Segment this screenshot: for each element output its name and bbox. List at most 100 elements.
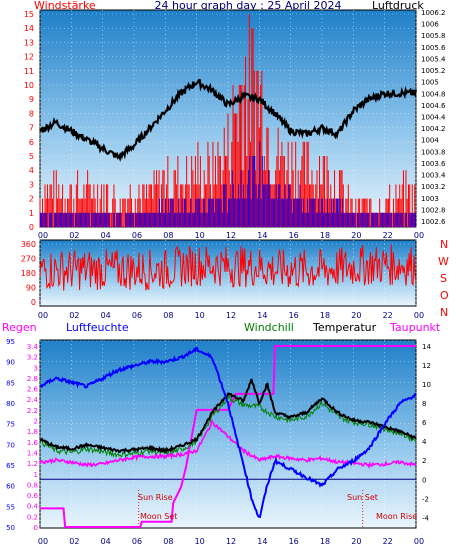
temperature-label: Temperatur bbox=[312, 321, 377, 334]
sun-rise-annotation: Sun Rise bbox=[138, 493, 173, 502]
compass-o: O bbox=[440, 289, 449, 302]
dewpoint-line bbox=[39, 419, 417, 470]
wind-tick-label: 12 bbox=[24, 53, 34, 62]
pressure-tick-label: 1004.2 bbox=[421, 125, 446, 133]
pressure-tick-label: 1005.2 bbox=[421, 67, 446, 75]
rain-tick-label: 0.4 bbox=[27, 503, 39, 511]
pressure-tick-label: 1006.2 bbox=[421, 9, 446, 17]
rain-tick-label: 2.6 bbox=[27, 386, 39, 394]
x-tick-label: 02 bbox=[69, 231, 79, 240]
x-tick-label: 06 bbox=[132, 537, 142, 546]
rain-tick-label: 3.2 bbox=[27, 354, 38, 362]
rain-tick-label: 1.2 bbox=[27, 460, 38, 468]
pressure-tick-label: 1002.6 bbox=[421, 218, 446, 226]
temperature-line bbox=[39, 378, 417, 455]
pressure-tick-label: 1004 bbox=[421, 137, 439, 145]
rain-tick-label: 2.4 bbox=[27, 396, 39, 404]
wind-tick-label: 7 bbox=[29, 124, 34, 133]
temperature-tick-label: 6 bbox=[422, 419, 427, 427]
temperature-tick-label: 4 bbox=[422, 438, 427, 446]
compass-labels: N W S O N bbox=[438, 238, 449, 319]
pressure-tick-label: 1002.8 bbox=[421, 206, 446, 214]
rain-tick-label: 2.8 bbox=[27, 375, 38, 383]
rain-tick-label: 0.2 bbox=[27, 513, 38, 521]
direction-tick-label: 360 bbox=[21, 240, 36, 249]
pressure-tick-label: 1004.8 bbox=[421, 90, 446, 98]
pressure-label: Luftdruck bbox=[372, 0, 424, 12]
rain-tick-label: 1.8 bbox=[27, 428, 38, 436]
x-tick-label: 00 bbox=[38, 311, 48, 320]
x-tick-label: 06 bbox=[132, 231, 142, 240]
rain-label: Regen bbox=[2, 321, 37, 334]
wind-direction-plot bbox=[39, 244, 417, 291]
x-tick-label: 16 bbox=[289, 311, 299, 320]
pressure-tick-label: 1004.4 bbox=[421, 114, 446, 122]
x-tick-label: 00 bbox=[414, 311, 424, 320]
moon-set-annotation: Moon Set bbox=[140, 512, 177, 521]
humidity-tick-label: 60 bbox=[6, 483, 15, 491]
pressure-tick-label: 1005.4 bbox=[421, 55, 446, 63]
x-tick-label: 10 bbox=[195, 311, 205, 320]
x-tick-label: 08 bbox=[163, 231, 173, 240]
rain-tick-label: 3.4 bbox=[27, 343, 39, 351]
x-tick-label: 14 bbox=[257, 537, 267, 546]
humidity-tick-label: 75 bbox=[6, 421, 15, 429]
direction-tick-label: 180 bbox=[21, 269, 36, 278]
compass-n-top: N bbox=[440, 238, 448, 251]
dewpoint-label: Taupunkt bbox=[389, 321, 441, 334]
direction-tick-label: 0 bbox=[31, 298, 36, 307]
wind-tick-label: 15 bbox=[24, 10, 34, 19]
compass-n-bottom: N bbox=[440, 306, 448, 319]
rain-tick-label: 0 bbox=[34, 524, 38, 532]
rain-tick-label: 0.8 bbox=[27, 481, 38, 489]
humidity-tick-label: 65 bbox=[6, 462, 15, 470]
wind-pressure-plot bbox=[39, 14, 418, 227]
wind-tick-label: 13 bbox=[24, 38, 34, 47]
x-tick-label: 06 bbox=[132, 311, 142, 320]
wind-tick-label: 5 bbox=[29, 152, 34, 161]
x-tick-label: 00 bbox=[414, 537, 424, 546]
pressure-tick-label: 1003.2 bbox=[421, 183, 446, 191]
humidity-tick-label: 85 bbox=[6, 379, 15, 387]
temperature-tick-label: 8 bbox=[422, 400, 426, 408]
wind-strength-label: Windstärke bbox=[34, 0, 96, 12]
x-tick-label: 14 bbox=[257, 311, 267, 320]
x-tick-label: 04 bbox=[101, 231, 111, 240]
wind-direction-line bbox=[39, 244, 417, 291]
x-tick-label: 18 bbox=[320, 311, 330, 320]
x-tick-label: 08 bbox=[163, 537, 173, 546]
temperature-tick-label: 10 bbox=[422, 381, 431, 389]
compass-w: W bbox=[438, 255, 449, 268]
rain-tick-label: 1 bbox=[34, 471, 38, 479]
rain-tick-label: 1.6 bbox=[27, 439, 39, 447]
humidity-line bbox=[39, 347, 417, 518]
x-tick-label: 18 bbox=[320, 537, 330, 546]
x-tick-label: 00 bbox=[414, 231, 424, 240]
x-tick-label: 12 bbox=[226, 537, 236, 546]
humidity-tick-label: 50 bbox=[6, 524, 15, 532]
x-tick-label: 18 bbox=[320, 231, 330, 240]
rain-tick-label: 3 bbox=[34, 364, 38, 372]
x-tick-label: 00 bbox=[38, 231, 48, 240]
windchill-label: Windchill bbox=[244, 321, 294, 334]
temperature-tick-label: -2 bbox=[422, 495, 429, 503]
humidity-tick-label: 70 bbox=[6, 441, 15, 449]
humidity-label: Luftfeuchte bbox=[66, 321, 129, 334]
x-tick-label: 04 bbox=[101, 311, 111, 320]
x-tick-label: 16 bbox=[289, 231, 299, 240]
x-tick-label: 16 bbox=[289, 537, 299, 546]
x-tick-label: 22 bbox=[383, 537, 393, 546]
wind-tick-label: 3 bbox=[29, 180, 34, 189]
x-tick-label: 20 bbox=[351, 311, 361, 320]
wind-tick-label: 8 bbox=[29, 109, 34, 118]
temperature-tick-label: 0 bbox=[422, 476, 426, 484]
pressure-tick-label: 1003.8 bbox=[421, 148, 446, 156]
pressure-line bbox=[39, 78, 418, 162]
temperature-tick-label: -4 bbox=[422, 514, 430, 522]
wind-tick-label: 6 bbox=[29, 138, 34, 147]
compass-s: S bbox=[440, 272, 447, 285]
pressure-tick-label: 1003.4 bbox=[421, 172, 446, 180]
temperature-tick-label: 12 bbox=[422, 362, 431, 370]
wind-tick-label: 14 bbox=[24, 24, 34, 33]
